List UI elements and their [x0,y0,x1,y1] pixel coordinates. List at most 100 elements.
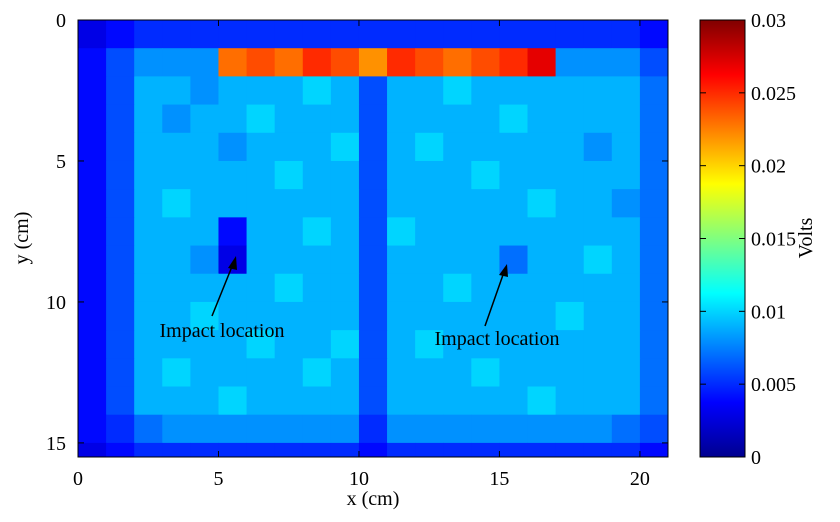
heat-cell [218,245,248,275]
heat-cell [499,132,529,162]
heat-cell [134,358,163,388]
heat-cell [330,217,360,247]
heat-cell [190,76,219,106]
heat-cell [443,160,472,190]
heat-cell [106,76,135,106]
arrow [211,263,234,317]
heat-cell [527,104,557,134]
heat-cell [358,386,388,416]
heat-cell [190,20,219,49]
heat-cell [302,20,332,49]
heat-cell [358,245,388,275]
heat-cell [555,386,585,416]
heat-cell [499,104,529,134]
heat-cell [639,273,669,303]
heat-cell [218,189,248,218]
heat-cell [274,330,304,359]
heat-cell [387,160,416,190]
heat-cell [387,76,416,106]
heat-cell [358,189,388,218]
heat-cell [162,442,191,458]
heat-cell [134,273,163,303]
heat-cell [302,245,332,275]
heat-cell [274,132,304,162]
heat-cell [330,160,360,190]
heat-cell [611,273,641,303]
heat-cell [134,132,163,162]
heat-cell [162,160,191,190]
heat-cell [639,245,669,275]
colorbar-tick-label: 0.025 [751,83,796,105]
heat-cell [246,358,276,388]
heat-cell [246,132,276,162]
heat-cell [471,48,500,77]
heat-cell [471,160,500,190]
heat-cell [499,189,529,218]
heat-cell [78,386,107,416]
heat-cell [190,160,219,190]
heat-cell [443,217,472,247]
colorbar-label: Volts [795,217,817,258]
heat-cell [639,48,669,77]
heat-cell [358,48,388,77]
x-tick-label: 10 [349,468,369,490]
heat-cell [358,273,388,303]
y-axis-label: y (cm) [11,212,33,265]
heat-cell [499,48,529,77]
heat-cell [330,48,360,77]
heat-cell [246,273,276,303]
heat-cell [639,442,669,458]
heat-cell [246,76,276,106]
heat-cell [555,160,585,190]
heat-cell [583,414,613,444]
heat-cell [555,132,585,162]
heat-cell [218,414,248,444]
heat-cell [190,442,219,458]
heat-cell [443,301,472,331]
heat-cell [583,132,613,162]
heat-cell [134,301,163,331]
heat-cell [218,132,248,162]
heat-cell [387,189,416,218]
heat-cell [302,217,332,247]
heat-cell [611,48,641,77]
heat-cell [358,160,388,190]
heat-cell [387,48,416,77]
heat-cell [527,301,557,331]
heat-cell [443,330,472,359]
heat-cell [527,160,557,190]
heat-cell [471,273,500,303]
heat-cell [527,76,557,106]
colorbar-tick-label: 0.015 [751,229,796,251]
heat-cell [246,20,276,49]
heat-cell [218,358,248,388]
heat-cell [162,76,191,106]
heat-cell [190,386,219,416]
x-axis-label: x (cm) [347,488,400,510]
heat-cell [274,273,304,303]
heat-cell [583,189,613,218]
heat-cell [415,386,444,416]
heat-cell [274,160,304,190]
heat-cell [78,160,107,190]
arrow-head [499,264,508,277]
heatmap [78,20,669,458]
heat-cell [611,76,641,106]
colorbar [699,19,746,458]
colorbar-tick-label: 0.01 [751,301,786,323]
heat-cell [527,48,557,77]
heat-cell [190,189,219,218]
heat-cell [106,20,135,49]
heat-cell [106,217,135,247]
heat-cell [274,76,304,106]
heat-cell [387,273,416,303]
heat-cell [415,160,444,190]
annotation-text: Impact location [160,320,285,342]
heat-cell [527,386,557,416]
heat-cell [274,48,304,77]
heat-cell [443,132,472,162]
heat-cell [471,245,500,275]
heat-cell [471,414,500,444]
y-tick-label: 15 [46,433,66,455]
